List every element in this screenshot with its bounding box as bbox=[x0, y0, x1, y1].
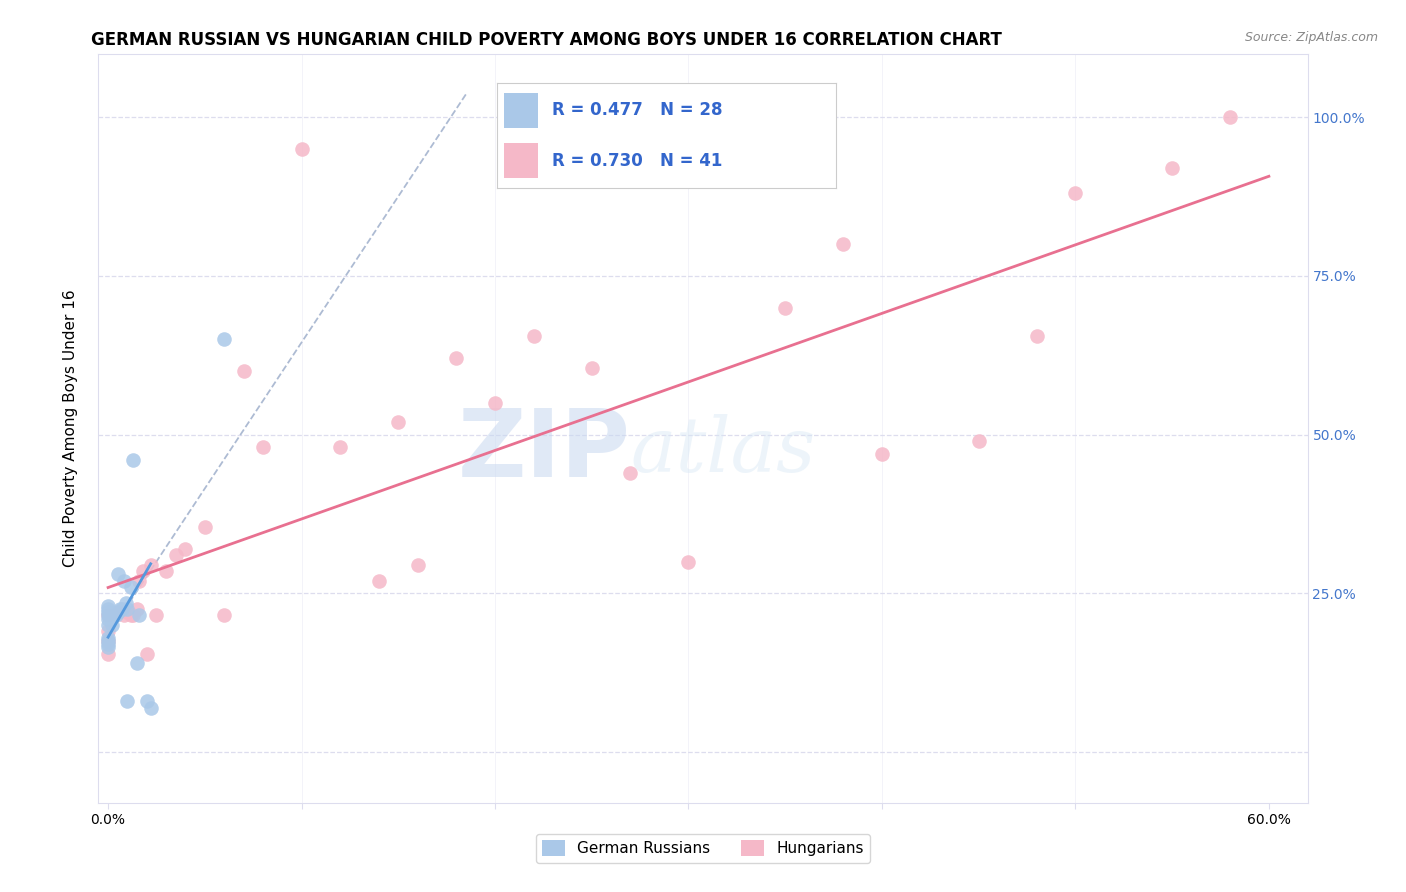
Point bbox=[773, 301, 796, 315]
Point bbox=[132, 564, 155, 578]
Text: ZIP: ZIP bbox=[457, 405, 630, 497]
Text: GERMAN RUSSIAN VS HUNGARIAN CHILD POVERTY AMONG BOYS UNDER 16 CORRELATION CHART: GERMAN RUSSIAN VS HUNGARIAN CHILD POVERT… bbox=[91, 31, 1002, 49]
Point bbox=[107, 567, 129, 582]
Point bbox=[114, 596, 136, 610]
Point bbox=[97, 608, 120, 623]
Point bbox=[290, 142, 312, 156]
Point bbox=[678, 554, 700, 568]
Point bbox=[97, 608, 120, 623]
Point bbox=[111, 602, 134, 616]
Point bbox=[135, 694, 157, 708]
Point bbox=[127, 656, 149, 670]
Point bbox=[581, 360, 603, 375]
Point bbox=[145, 608, 167, 623]
Point bbox=[252, 440, 274, 454]
Point bbox=[107, 605, 129, 619]
Point bbox=[446, 351, 468, 366]
Point bbox=[97, 618, 120, 632]
Point bbox=[107, 605, 129, 619]
Point bbox=[870, 446, 893, 460]
Point bbox=[97, 647, 120, 661]
Point bbox=[135, 647, 157, 661]
Point bbox=[104, 608, 127, 623]
Point bbox=[97, 599, 120, 613]
Point bbox=[97, 602, 120, 616]
Point bbox=[117, 694, 139, 708]
Point bbox=[97, 640, 120, 655]
Point bbox=[212, 332, 235, 346]
Text: Source: ZipAtlas.com: Source: ZipAtlas.com bbox=[1244, 31, 1378, 45]
Point bbox=[117, 605, 139, 619]
Point bbox=[120, 608, 142, 623]
Point bbox=[97, 612, 120, 626]
Point bbox=[619, 466, 641, 480]
Point bbox=[1064, 186, 1087, 201]
Point bbox=[122, 453, 145, 467]
Point bbox=[832, 237, 855, 252]
Point bbox=[139, 558, 162, 572]
Point bbox=[101, 618, 124, 632]
Point bbox=[108, 602, 131, 616]
Point bbox=[97, 631, 120, 645]
Point bbox=[139, 700, 162, 714]
Point bbox=[194, 519, 217, 533]
Point bbox=[97, 633, 120, 648]
Point bbox=[103, 608, 125, 623]
Point bbox=[1161, 161, 1184, 175]
Legend: German Russians, Hungarians: German Russians, Hungarians bbox=[536, 834, 870, 863]
Point bbox=[165, 548, 187, 562]
Point bbox=[128, 608, 150, 623]
Point bbox=[97, 605, 120, 619]
Point bbox=[122, 608, 145, 623]
Point bbox=[97, 624, 120, 639]
Point bbox=[127, 602, 149, 616]
Text: atlas: atlas bbox=[630, 414, 815, 488]
Y-axis label: Child Poverty Among Boys Under 16: Child Poverty Among Boys Under 16 bbox=[63, 289, 77, 567]
Point bbox=[117, 602, 139, 616]
Point bbox=[387, 415, 409, 429]
Point bbox=[120, 580, 142, 594]
Point bbox=[212, 608, 235, 623]
Point bbox=[406, 558, 429, 572]
Point bbox=[97, 633, 120, 648]
Point bbox=[112, 608, 135, 623]
Point bbox=[368, 574, 391, 588]
Point bbox=[97, 637, 120, 651]
Point bbox=[232, 364, 254, 378]
Point bbox=[128, 574, 150, 588]
Point bbox=[523, 329, 546, 343]
Point bbox=[484, 396, 506, 410]
Point bbox=[1025, 329, 1047, 343]
Point bbox=[174, 541, 197, 556]
Point bbox=[112, 574, 135, 588]
Point bbox=[329, 440, 352, 454]
Point bbox=[155, 564, 177, 578]
Point bbox=[967, 434, 990, 448]
Point bbox=[1219, 110, 1241, 124]
